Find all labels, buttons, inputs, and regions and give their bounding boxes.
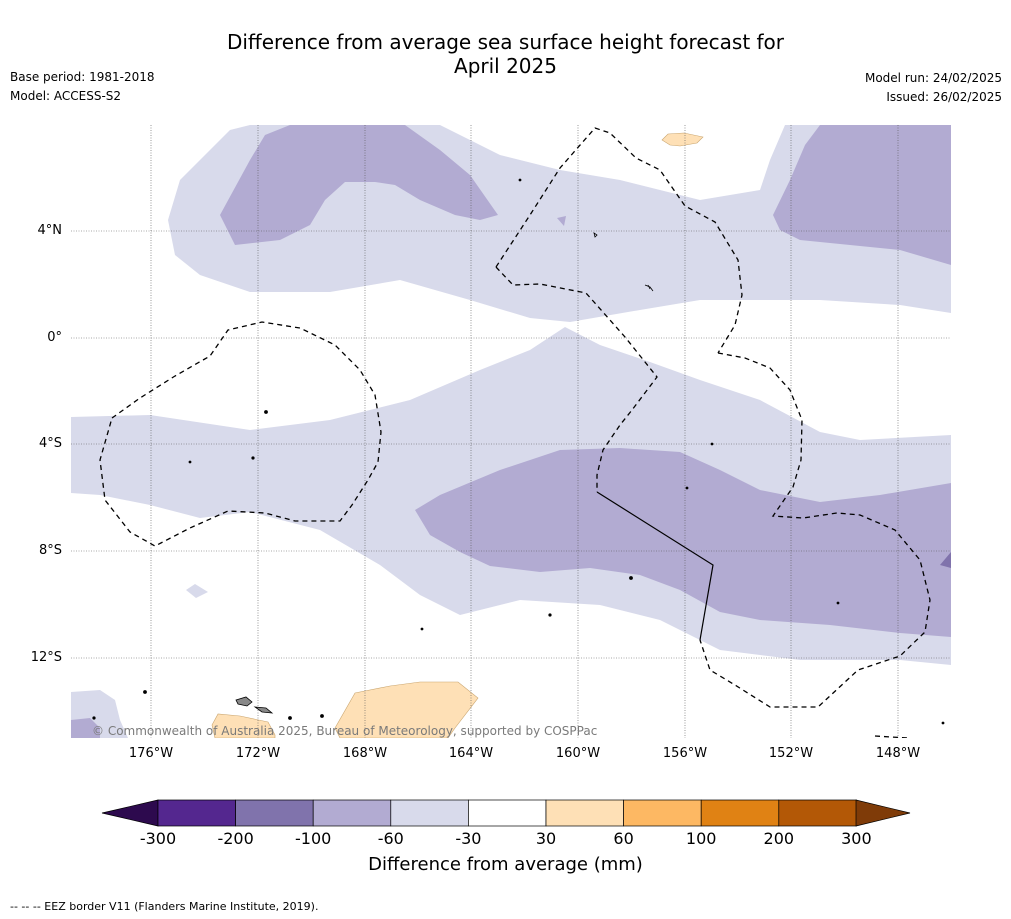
colorbar-bin-2 [235,799,314,827]
colorbar-tick-3: -100 [295,829,332,848]
colorbar-extend-low [101,799,159,827]
island-speck-15 [941,721,945,725]
lon-label-164w: 164°W [448,746,494,761]
eez-border-central [495,266,658,492]
island-speck-9 [685,486,689,490]
colorbar-extend-high [855,799,911,827]
island-speck-1 [264,410,268,414]
title-line-2: April 2025 [454,54,557,78]
colorbar-bin-6 [545,799,624,827]
island-speck-5 [288,716,292,720]
island-samoa-upolu [253,706,274,714]
meta-right: Model run: 24/02/2025 Issued: 26/02/2025 [865,69,1002,107]
colorbar-bin-5 [468,799,547,827]
island-speck-12 [518,178,522,182]
colorbar-tick-5: -30 [455,829,482,848]
lon-label-148w: 148°W [875,746,921,761]
lon-label-168w: 168°W [342,746,388,761]
eez-border-sw-corner [874,735,909,738]
negative-anomaly-medium-north-west [220,125,498,245]
map-gridlines [71,125,951,738]
eez-border-east [699,352,931,708]
eez-border-west [99,321,382,547]
colorbar-bin-8 [700,799,780,827]
lon-label-172w: 172°W [235,746,281,761]
eez-borders [99,127,931,738]
island-speck-6 [320,714,324,718]
colorbar-tick-4: -60 [377,829,404,848]
negative-anomaly-small-patch [186,584,208,598]
colorbar-tick-9: 200 [763,829,795,848]
negative-anomaly-sw-medium [71,718,100,738]
colorbar-tick-6: 30 [535,829,557,848]
colorbar-bin-9 [778,799,857,827]
island-small-2 [593,232,598,238]
island-speck-3 [188,460,192,464]
lon-label-156w: 156°W [662,746,708,761]
lat-label-8s: 8°S [38,543,62,558]
colorbar-bin-4 [390,799,469,827]
negative-anomaly-speck [557,216,566,226]
colorbar-tick-8: 100 [685,829,717,848]
island-speck-10 [710,442,714,446]
issued-text: Issued: 26/02/2025 [886,90,1002,104]
copyright-text: © Commonwealth of Australia 2025, Bureau… [92,724,598,738]
sea-level-field [71,125,951,738]
positive-anomaly-north [661,132,704,147]
colorbar-tick-2: -200 [217,829,254,848]
base-period-text: Base period: 1981-2018 [10,70,155,84]
island-speck-2 [251,456,255,460]
colorbar [101,799,911,827]
negative-anomaly-medium-south [415,448,951,637]
island-samoa-savaii [235,696,253,707]
boundary-solid [596,491,714,641]
island-speck-14 [92,716,96,720]
lon-label-152w: 152°W [768,746,814,761]
island-speck-7 [548,613,552,617]
lat-label-0: 0° [47,330,62,345]
island-small-1 [644,284,654,292]
colorbar-bin-3 [312,799,392,827]
colorbar-title: Difference from average (mm) [368,854,643,875]
islands [92,178,945,725]
positive-anomaly-south-large [334,681,479,738]
lon-label-160w: 160°W [555,746,601,761]
island-speck-4 [143,690,147,694]
colorbar-tick-10: 300 [841,829,872,848]
lat-label-4s: 4°S [38,436,62,451]
meta-left: Base period: 1981-2018 Model: ACCESS-S2 [10,68,155,106]
model-run-text: Model run: 24/02/2025 [864,71,1002,85]
island-speck-13 [420,627,424,631]
eez-legend-text: -- -- -- EEZ border V11 (Flanders Marine… [10,900,319,913]
lat-label-4n: 4°N [37,223,63,238]
colorbar-bin-7 [623,799,702,827]
title-line-1: Difference from average sea surface heig… [226,30,785,54]
colorbar-tick-7: 60 [613,829,634,848]
lat-label-12s: 12°S [30,650,62,665]
island-speck-8 [629,576,633,580]
lon-label-176w: 176°W [128,746,174,761]
model-text: Model: ACCESS-S2 [10,89,122,103]
island-speck-11 [836,601,840,605]
colorbar-bin-1 [157,799,236,827]
negative-anomaly-medium-north-east [773,125,951,265]
chart-title: Difference from average sea surface heig… [0,30,1011,78]
positive-anomaly-south-small [211,713,276,738]
colorbar-tick-1: -300 [139,829,177,848]
eez-border-north [495,127,743,354]
negative-anomaly-dark-patch [940,552,951,568]
